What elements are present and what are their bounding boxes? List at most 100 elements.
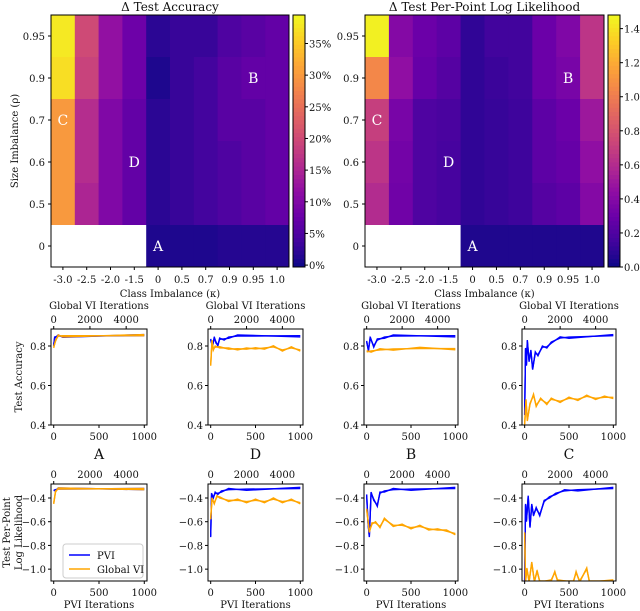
y-tick-label: −0.8 (493, 541, 517, 552)
colorbar-segment (608, 124, 620, 129)
heatmap-cell (436, 183, 462, 226)
global-vi-line (209, 496, 301, 519)
x-tick-label: 1.0 (269, 275, 285, 286)
colorbar-segment (608, 162, 620, 167)
heatmap-cell (580, 183, 605, 226)
colorbar-segment (293, 36, 305, 41)
top-x-tick-label: 2000 (547, 315, 572, 326)
colorbar-segment (293, 124, 305, 129)
heatmap-cell (508, 141, 533, 184)
heatmap-cell (98, 225, 123, 268)
colorbar-segment (608, 254, 620, 259)
colorbar-tick-label: 10% (309, 198, 331, 209)
heatmap-cell (241, 225, 266, 268)
colorbar-segment (293, 233, 305, 238)
colorbar-segment (293, 40, 305, 45)
colorbar-segment (608, 141, 620, 146)
colorbar-segment (608, 48, 620, 54)
y-axis-label-line2: Log Likelihood (14, 494, 25, 570)
heatmap-cell (122, 141, 147, 184)
pvi-line (209, 487, 301, 538)
colorbar-tick-label: 1.2 (624, 59, 640, 70)
heatmap-cell (580, 99, 605, 142)
heatmap-cell (460, 15, 485, 58)
x-tick-label: -1.5 (125, 275, 144, 286)
colorbar-tick-label: 1.4 (624, 25, 640, 36)
top-x-tick-label: 4000 (583, 470, 608, 481)
heatmap-cell (170, 57, 195, 100)
heatmap-cell (265, 57, 290, 100)
heatmap-cell (193, 141, 219, 184)
x-tick-label: 500 (89, 432, 108, 443)
colorbar-segment (293, 65, 305, 70)
x-tick-label: -2.5 (391, 275, 410, 286)
x-tick-label: -2.0 (415, 275, 434, 286)
colorbar-segment (293, 99, 305, 104)
heatmap-cell (74, 183, 100, 226)
colorbar-segment (608, 145, 620, 150)
global-vi-line (209, 339, 301, 366)
y-tick-label: 0 (353, 242, 359, 253)
x-tick-label: 500 (246, 432, 265, 443)
top-x-tick-label: 0 (363, 470, 369, 481)
heatmap-cell (241, 99, 266, 142)
heatmap-cell (217, 141, 242, 184)
colorbar-tick-label: 0.2 (624, 229, 640, 240)
global-vi-line (53, 487, 145, 505)
x-tick-label: 0.9 (536, 275, 552, 286)
global-vi-line (53, 333, 145, 347)
x-tick-label: 500 (559, 432, 578, 443)
heatmap-cell (460, 57, 485, 100)
heatmap-cell (170, 225, 195, 268)
pvi-line (523, 333, 614, 414)
colorbar-segment (608, 225, 620, 230)
heatmap-cell (74, 99, 100, 142)
x-tick-label: -1.5 (439, 275, 458, 286)
heatmap-cell (436, 99, 462, 142)
heatmap-cell (146, 141, 171, 184)
y-tick-label: 0.6 (501, 381, 517, 392)
heatmap-cell (532, 225, 557, 268)
heatmap-cell (556, 15, 581, 58)
heatmap-cell (532, 57, 557, 100)
colorbar-segment (293, 48, 305, 54)
heatmap-cell (412, 15, 438, 58)
y-tick-label: −1.0 (493, 565, 517, 576)
colorbar-segment (293, 136, 305, 142)
heatmap-cell (193, 99, 219, 142)
line-panel-C (519, 326, 617, 428)
heatmap-cell (241, 141, 266, 184)
colorbar-segment (293, 128, 305, 133)
heatmap-cell (74, 15, 100, 58)
y-tick-label: 0.9 (343, 74, 359, 85)
x-axis-label: Class Imbalance (κ) (434, 289, 534, 300)
line-panel-B (361, 481, 459, 584)
y-tick-label: 0.6 (343, 158, 359, 169)
heatmap-cell (122, 183, 147, 226)
colorbar-segment (608, 27, 620, 33)
top-x-tick-label: 4000 (270, 470, 295, 481)
colorbar-segment (608, 65, 620, 70)
colorbar-segment (293, 15, 305, 20)
heatmap-cell (436, 225, 462, 268)
heatmap-title: Δ Test Accuracy (121, 0, 219, 14)
x-tick-label: -3.0 (367, 275, 386, 286)
colorbar-segment (293, 132, 305, 138)
top-x-tick-label: 4000 (583, 315, 608, 326)
legend (62, 543, 144, 579)
heatmap-cell (412, 225, 438, 268)
y-tick-label: 0 (39, 242, 45, 253)
heatmap-cell (556, 225, 581, 268)
colorbar-tick-label: 1.0 (624, 93, 640, 104)
top-x-tick-label: 2000 (77, 315, 102, 326)
colorbar-segment (293, 141, 305, 146)
global-vi-line (366, 346, 456, 353)
heatmap-cell (412, 99, 438, 142)
heatmap-cell (51, 141, 76, 184)
y-tick-label: 0.7 (29, 116, 45, 127)
y-tick-label: −1.0 (335, 565, 359, 576)
heatmap-cell (98, 183, 123, 226)
heatmap-cell (193, 57, 219, 100)
legend-label: PVI (97, 551, 115, 562)
